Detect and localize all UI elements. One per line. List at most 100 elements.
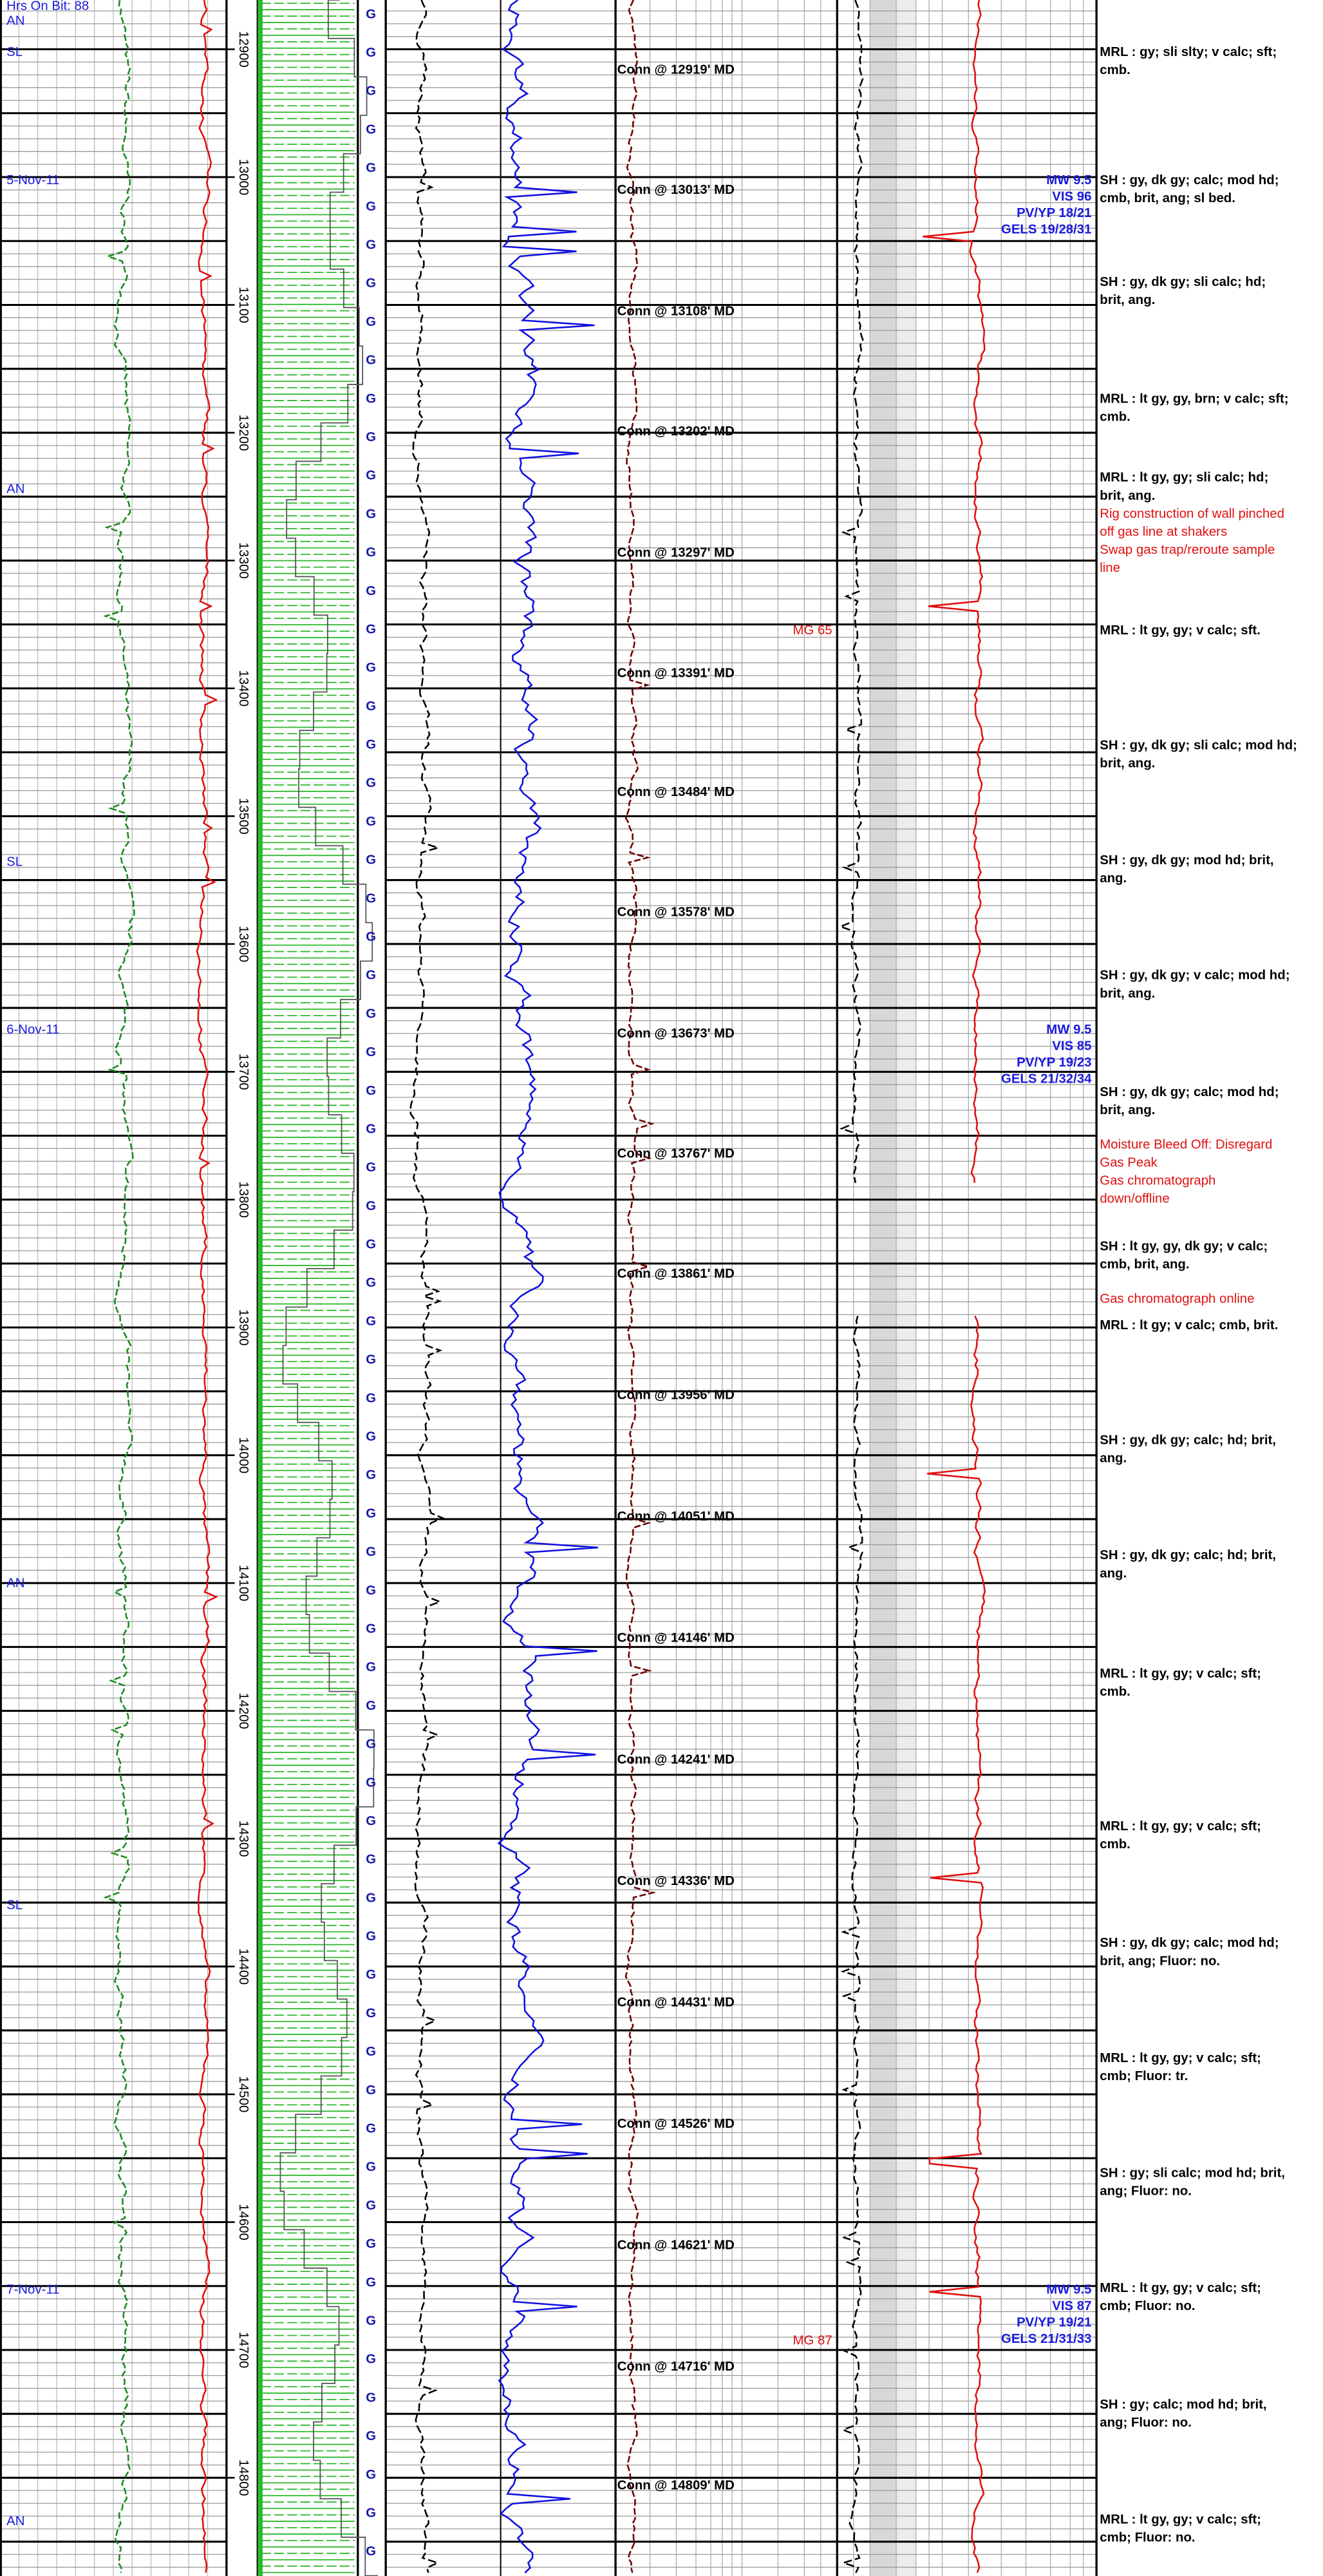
track-marker: G [366,2045,376,2059]
track-marker: G [366,1738,376,1752]
log-curve [923,0,986,2573]
track-marker: G [366,354,376,368]
track-marker: G [366,238,376,252]
lithology-description: SH : gy, dk gy; calc; hd; brit, [1100,1548,1276,1562]
connection-label: Conn @ 13861' MD [617,1267,735,1281]
lithology-description: MRL : gy; sli slty; v calc; sft; [1100,45,1277,59]
lithology-description: Gas Peak [1100,1156,1158,1170]
lithology-description: Rig construction of wall pinched [1100,507,1284,521]
track-marker: G [366,1276,376,1290]
lithology-description: brit, ang. [1100,987,1155,1001]
lithology-description: MRL : lt gy, gy; v calc; sft; [1100,2513,1261,2527]
connection-label: Conn @ 13673' MD [617,1027,735,1041]
log-curve [102,0,135,2573]
left-note: Hrs On Bit: 88 [6,0,89,14]
connection-label: Conn @ 13013' MD [617,183,735,197]
track-marker: G [366,2237,376,2251]
track-marker: G [366,2199,376,2213]
depth-label: 13600 [236,925,250,962]
lithology-description: SH : gy, dk gy; v calc; mod hd; [1100,969,1290,983]
mud-report: PV/YP 19/23 [1017,1056,1091,1070]
lithology-description: Swap gas trap/reroute sample [1100,543,1275,557]
track-marker: G [366,969,376,983]
lithology-description: line [1100,561,1120,575]
track-marker: G [366,1353,376,1367]
log-curve [196,0,218,2573]
depth-label: 13400 [236,670,250,707]
lithology-description: SH : gy, dk gy; calc; hd; brit, [1100,1434,1276,1448]
connection-label: Conn @ 14146' MD [617,1631,735,1645]
track-marker: G [366,1045,376,1059]
mud-report: PV/YP 19/21 [1017,2316,1091,2330]
depth-label: 14300 [236,1821,250,1857]
track-marker: G [366,661,376,675]
lithology-description: SH : gy; sli calc; mod hd; brit, [1100,2166,1285,2180]
connection-label: Conn @ 13956' MD [617,1388,735,1403]
lithology-description: ang; Fluor: no. [1100,2184,1192,2198]
lithology-description: brit, ang. [1100,293,1155,307]
track-marker: G [366,84,376,99]
lithology-description: off gas line at shakers [1100,525,1227,539]
lithology-description: ang. [1100,1452,1127,1466]
depth-label: 14500 [236,2076,250,2113]
lithology-description: brit, ang; Fluor: no. [1100,1954,1220,1968]
track-marker: G [366,1007,376,1021]
track-marker: G [366,315,376,329]
depth-label: 13500 [236,798,250,835]
depth-label: 14100 [236,1565,250,1602]
track-marker: G [366,2275,376,2289]
track-marker: G [366,2083,376,2098]
depth-label: 14600 [236,2204,250,2240]
lithology-description: Gas chromatograph [1100,1174,1215,1188]
depth-label: 14800 [236,2459,250,2496]
mud-report: VIS 85 [1052,1039,1091,1053]
log-curve [838,0,864,2573]
lithology-description: MRL : lt gy, gy; v calc; sft; [1100,1667,1261,1681]
lithology-description: SH : lt gy, gy, dk gy; v calc; [1100,1240,1268,1254]
track-marker: G [366,2429,376,2443]
track-marker: G [366,1430,376,1444]
track-marker: G [366,1238,376,1252]
track-marker: G [366,1314,376,1329]
track-marker: G [366,1199,376,1213]
connection-label: Conn @ 12919' MD [617,63,735,77]
track-marker: G [366,1968,376,1982]
track-marker: G [366,1584,376,1598]
depth-label: 14400 [236,1948,250,1985]
track-marker: G [366,122,376,137]
lithology-description: down/offline [1100,1192,1169,1206]
left-note: SL [6,1899,23,1913]
lithology-description: MRL : lt gy, gy; v calc; sft; [1100,1819,1261,1833]
track-marker: G [366,699,376,714]
gas-note: MG 87 [793,2334,832,2348]
connection-label: Conn @ 13484' MD [617,785,735,799]
track-marker: G [366,2353,376,2367]
lithology-description: SH : gy, dk gy; calc; mod hd; [1100,1936,1279,1950]
lithology-description: ang. [1100,1566,1127,1580]
lithology-description: SH : gy, dk gy; sli calc; mod hd; [1100,739,1297,753]
connection-label: Conn @ 13202' MD [617,424,735,439]
track-marker: G [366,1160,376,1175]
lithology-description: MRL : lt gy; v calc; cmb, brit. [1100,1318,1278,1332]
depth-label: 13800 [236,1181,250,1218]
track-marker: G [366,738,376,752]
lithology-description: cmb. [1100,1685,1131,1699]
gas-note: MG 65 [793,623,832,638]
track-marker: G [366,1814,376,1828]
track-marker: G [366,1506,376,1520]
lithology-description: SH : gy, dk gy; calc; mod hd; [1100,1085,1279,1099]
track-marker: G [366,1929,376,1944]
track-marker: G [366,2314,376,2328]
lithology-description: cmb; Fluor: no. [1100,2299,1195,2313]
lithology-description: cmb, brit, ang. [1100,1258,1189,1272]
left-note: SL [6,45,23,59]
lithology-description: SH : gy; calc; mod hd; brit, [1100,2398,1266,2412]
shade-band [870,0,897,2576]
depth-label: 13300 [236,542,250,579]
mud-report: VIS 87 [1052,2299,1091,2313]
depth-label: 14000 [236,1437,250,1473]
track-marker: G [366,430,376,444]
mud-report: GELS 21/31/33 [1001,2332,1092,2346]
track-marker: G [366,507,376,521]
track-marker: G [366,7,376,21]
